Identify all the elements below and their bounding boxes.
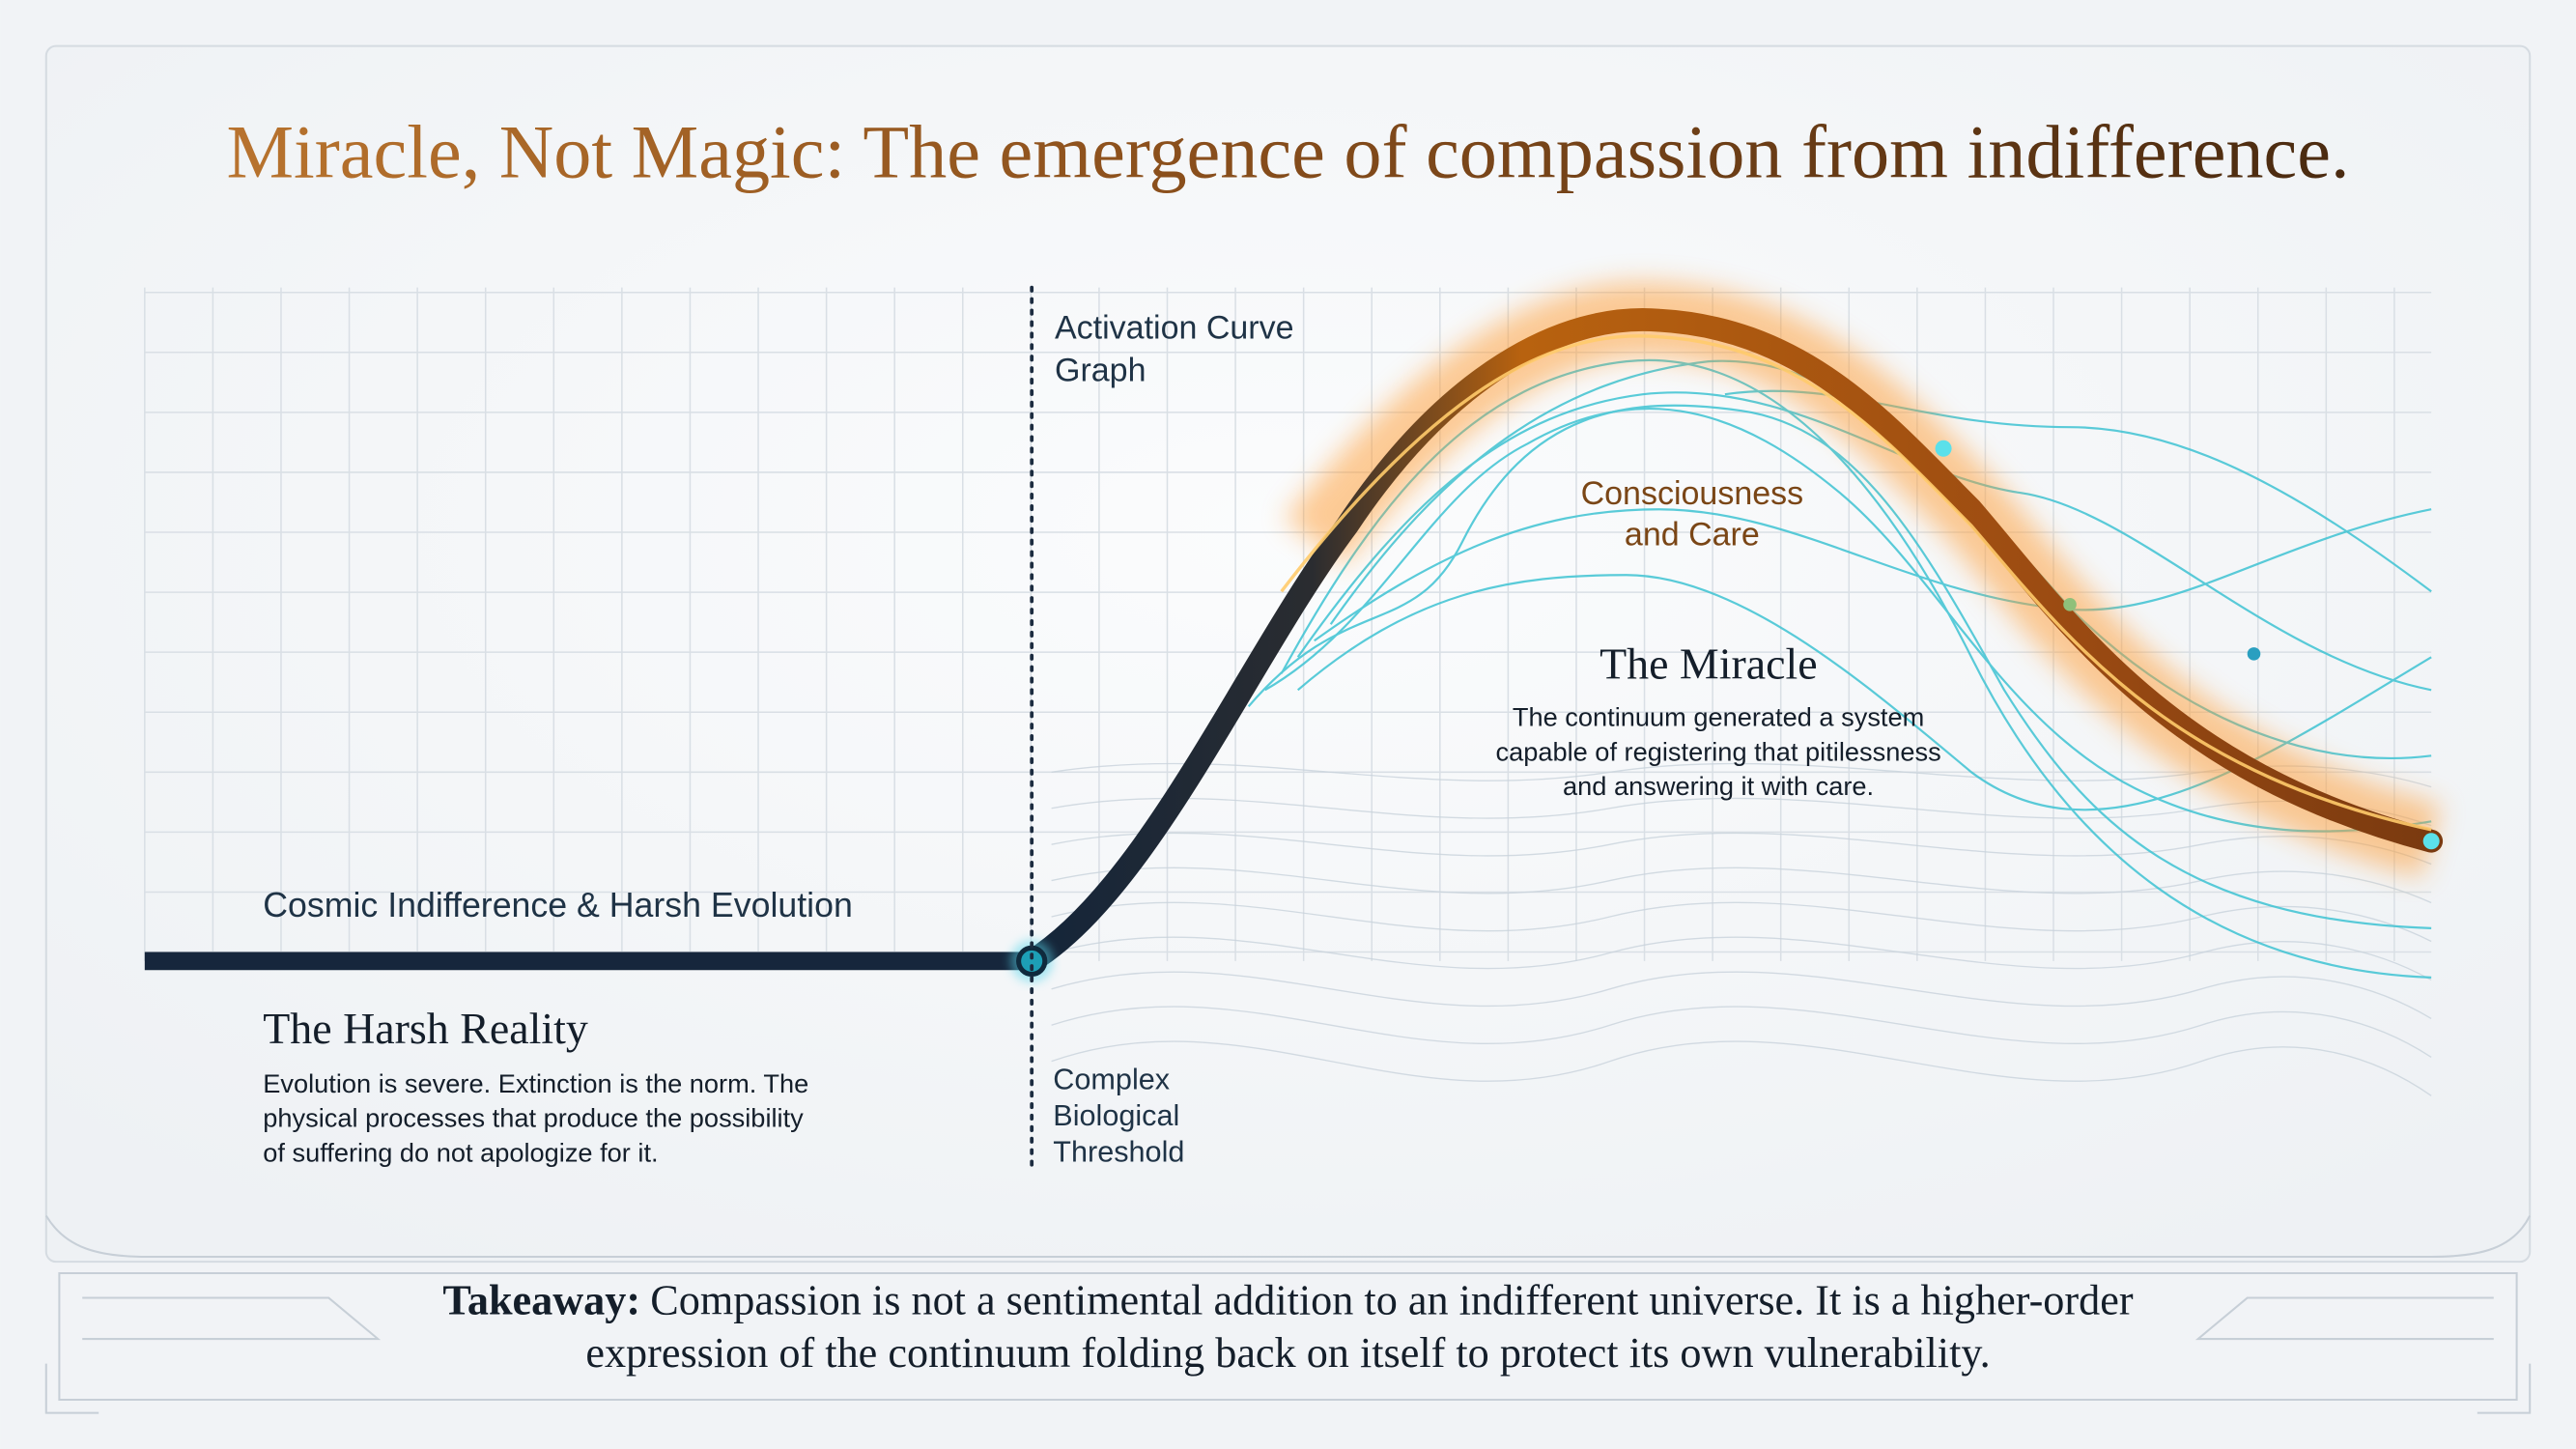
section-body: Evolution is severe. Extinction is the n… <box>263 1068 808 1167</box>
body-line: and answering it with care. <box>1563 771 1874 801</box>
peak-label-line: Consciousness <box>1581 475 1804 512</box>
wave-line <box>1051 971 2432 1020</box>
body-line: physical processes that produce the poss… <box>263 1103 804 1133</box>
section-heading: The Miracle <box>1599 639 1818 688</box>
curve-highlight <box>1280 334 2432 832</box>
wave-line <box>1051 832 2432 866</box>
baseline-label: Cosmic Indifference & Harsh Evolution <box>263 886 853 924</box>
wave-line <box>1051 1040 2432 1096</box>
title: Miracle, Not Magic: The emergence of com… <box>226 110 2349 194</box>
node <box>1935 440 1952 457</box>
threshold-label-line: Complex <box>1053 1064 1170 1096</box>
node <box>2247 647 2261 661</box>
body-line: The continuum generated a system <box>1513 702 1924 732</box>
takeaway-lead: Takeaway: <box>442 1277 640 1324</box>
body-line: capable of registering that pitilessness <box>1495 736 1940 766</box>
wave-line <box>1051 936 2432 981</box>
peak-label: Consciousness and Care <box>1581 475 1804 554</box>
threshold-label-line: Threshold <box>1053 1135 1184 1168</box>
threshold-label-line: Biological <box>1053 1099 1179 1132</box>
graph-label: Activation Curve Graph <box>1055 309 1294 388</box>
section-heading: The Harsh Reality <box>263 1004 588 1053</box>
graph-label-line: Activation Curve <box>1055 309 1294 346</box>
node <box>2063 598 2077 611</box>
takeaway-line: Takeaway: Compassion is not a sentimental… <box>442 1277 2133 1324</box>
peak-label-line: and Care <box>1625 517 1760 554</box>
wave-line <box>1051 1006 2432 1058</box>
threshold-label: Complex Biological Threshold <box>1053 1064 1184 1169</box>
body-line: Evolution is severe. Extinction is the n… <box>263 1068 808 1098</box>
background-waves <box>1051 762 2432 1096</box>
wave-line <box>1051 901 2432 943</box>
wave-line <box>1051 867 2432 904</box>
body-line: of suffering do not apologize for it. <box>263 1137 658 1167</box>
takeaway-line: expression of the continuum folding back… <box>585 1329 1990 1377</box>
takeaway-text: Compassion is not a sentimental addition… <box>650 1277 2134 1324</box>
activation-curve <box>1020 308 2444 973</box>
graph-label-line: Graph <box>1055 353 1146 389</box>
node <box>2422 833 2440 850</box>
section-body: The continuum generated a system capable… <box>1495 702 1940 801</box>
takeaway-frame <box>44 1214 2532 1414</box>
